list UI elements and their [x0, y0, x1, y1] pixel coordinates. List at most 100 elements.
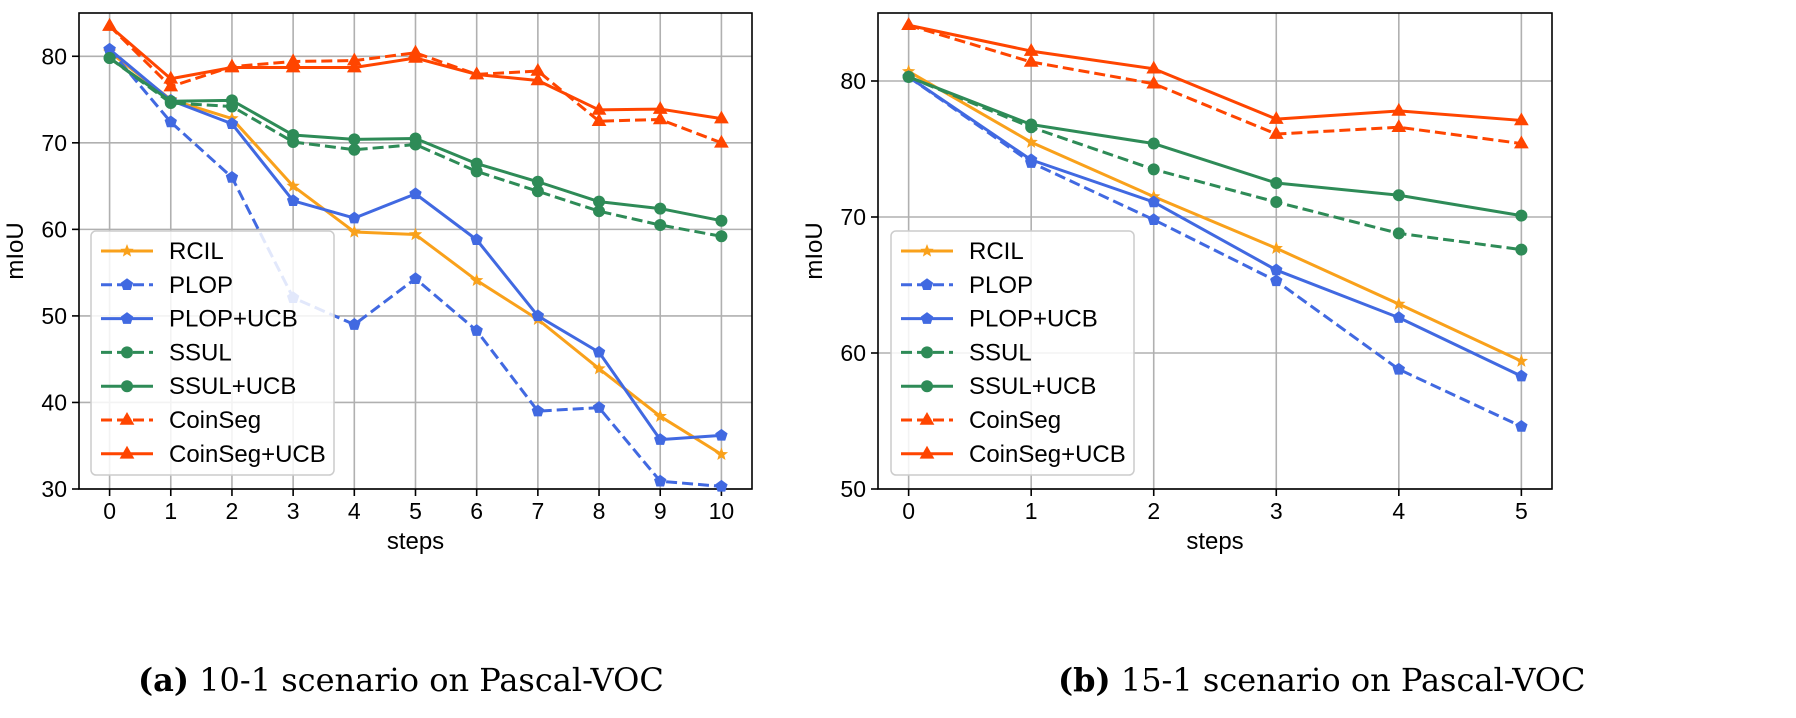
- point-ssul: [348, 143, 361, 156]
- y-tick-label: 50: [840, 476, 866, 502]
- x-axis-label: steps: [1186, 528, 1243, 555]
- point-ssul: [531, 185, 544, 198]
- point-plop: [470, 324, 483, 336]
- point-coinseg: [714, 134, 729, 148]
- point-rcil: [653, 409, 667, 422]
- point-ssul-plus-ucb: [531, 175, 544, 188]
- legend-marker-coinseg: [919, 412, 935, 425]
- legend-marker-coinseg-plus-ucb: [919, 445, 935, 459]
- y-tick-label: 60: [840, 340, 866, 366]
- point-coinseg-plus-ucb: [1023, 43, 1039, 56]
- point-rcil: [347, 224, 361, 238]
- legend-marker-plop-plus-ucb: [920, 312, 934, 324]
- series-plop-plus-ucb: [103, 42, 728, 445]
- x-tick-label: 5: [409, 498, 422, 524]
- point-coinseg-plus-ucb: [1514, 112, 1529, 126]
- point-plop: [1392, 362, 1405, 375]
- legend-label-coinseg-plus-ucb: CoinSeg+UCB: [969, 441, 1126, 468]
- point-ssul-plus-ucb: [470, 157, 483, 170]
- point-ssul-plus-ucb: [1025, 118, 1038, 131]
- legend-marker-plop: [120, 278, 134, 291]
- series-line-plop-plus-ucb: [907, 75, 1523, 378]
- point-rcil: [1024, 135, 1038, 148]
- point-plop: [1147, 213, 1160, 225]
- point-plop-plus-ucb: [1515, 369, 1528, 382]
- point-plop: [715, 479, 728, 492]
- series-coinseg: [901, 17, 1529, 149]
- point-plop-plus-ucb: [654, 433, 667, 445]
- series-line-ssul: [908, 75, 1522, 252]
- y-tick-label: 40: [41, 389, 67, 415]
- legend-marker-coinseg: [119, 412, 135, 425]
- series-line-coinseg: [908, 23, 1522, 146]
- x-tick-label: 0: [103, 498, 116, 524]
- legend-label-plop: PLOP: [169, 272, 233, 299]
- point-ssul: [1147, 163, 1160, 176]
- point-plop-plus-ucb: [1147, 195, 1160, 208]
- point-coinseg-plus-ucb: [469, 66, 485, 80]
- point-coinseg-plus-ucb: [530, 72, 546, 86]
- legend-marker-plop: [920, 278, 934, 291]
- point-rcil: [1514, 354, 1529, 367]
- y-tick-label: 70: [840, 204, 866, 230]
- legend-box: [890, 230, 1135, 476]
- point-coinseg-plus-ucb: [591, 101, 607, 115]
- series-line-ssul: [108, 56, 722, 238]
- legend-label-rcil: RCIL: [969, 238, 1024, 265]
- legend-marker-ssul: [121, 346, 133, 359]
- point-coinseg-plus-ucb: [652, 101, 668, 114]
- point-rcil: [714, 447, 729, 461]
- series-line-plop: [907, 75, 1522, 428]
- x-axis-label: steps: [387, 528, 444, 555]
- point-plop-plus-ucb: [103, 42, 116, 55]
- point-plop-plus-ucb: [286, 194, 300, 207]
- point-coinseg: [530, 62, 546, 76]
- series-line-ssul-plus-ucb: [908, 75, 1522, 218]
- y-tick-label: 80: [840, 68, 866, 94]
- x-tick-label: 1: [164, 498, 177, 524]
- series-line-rcil: [907, 70, 1522, 363]
- series-line-coinseg-plus-ucb: [908, 23, 1522, 122]
- caption-b-text: 15-1 scenario on Pascal-VOC: [1120, 661, 1586, 699]
- legend-label-coinseg: CoinSeg: [969, 407, 1061, 434]
- legend-marker-rcil: [920, 244, 934, 257]
- legend-marker-ssul-plus-ucb: [121, 380, 133, 393]
- point-ssul-plus-ucb: [1270, 177, 1283, 189]
- point-coinseg-plus-ucb: [1146, 60, 1162, 74]
- x-tick-label: 2: [1147, 498, 1160, 524]
- x-tick-label: 7: [531, 498, 544, 524]
- series-coinseg-plus-ucb: [901, 17, 1529, 126]
- point-coinseg-plus-ucb: [163, 70, 179, 84]
- point-rcil: [1392, 297, 1406, 310]
- point-plop: [1515, 419, 1528, 432]
- point-plop: [531, 404, 545, 417]
- y-tick-label: 80: [41, 43, 67, 69]
- point-coinseg: [652, 111, 668, 125]
- point-plop-plus-ucb: [1025, 153, 1038, 166]
- x-tick-label: 1: [1025, 498, 1038, 524]
- point-ssul: [715, 230, 728, 243]
- point-ssul-plus-ucb: [902, 70, 915, 83]
- point-ssul-plus-ucb: [1147, 137, 1160, 150]
- x-tick-label: 3: [287, 498, 300, 524]
- series-ssul-plus-ucb: [902, 70, 1528, 222]
- point-coinseg: [1514, 135, 1529, 149]
- point-ssul-plus-ucb: [287, 129, 300, 142]
- point-ssul-plus-ucb: [103, 52, 116, 65]
- point-ssul-plus-ucb: [348, 133, 361, 146]
- point-plop: [225, 170, 239, 183]
- legend-marker-ssul-plus-ucb: [921, 380, 933, 393]
- x-tick-label: 8: [593, 498, 606, 524]
- chart-a: 0 1 2 3 4 5 6 7 8 9 10 30 40 50 60 70 80 steps mIoU RCIL PLO…: [2, 12, 753, 555]
- point-rcil: [408, 227, 423, 241]
- point-plop-plus-ucb: [348, 211, 361, 224]
- axes-frame-b: [877, 12, 1553, 490]
- point-coinseg-plus-ucb: [285, 59, 301, 73]
- legend-label-plop-plus-ucb: PLOP+UCB: [969, 306, 1098, 333]
- legend-label-ssul: SSUL: [969, 339, 1032, 366]
- legend-label-coinseg-plus-ucb: CoinSeg+UCB: [169, 441, 326, 468]
- point-coinseg: [1268, 126, 1284, 139]
- point-ssul-plus-ucb: [593, 195, 606, 208]
- point-rcil: [1269, 241, 1283, 254]
